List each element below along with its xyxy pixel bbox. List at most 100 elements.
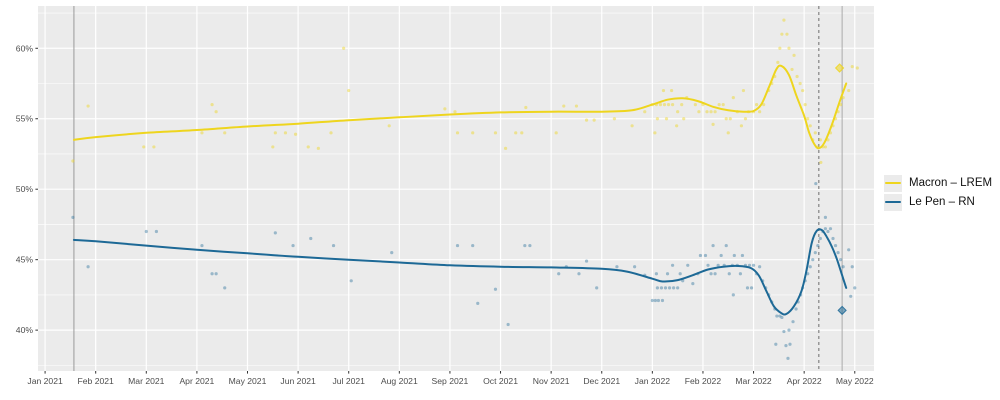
poll-point bbox=[283, 131, 288, 135]
poll-point bbox=[667, 286, 672, 290]
poll-point bbox=[659, 286, 664, 290]
x-tick-label: May 2022 bbox=[836, 376, 874, 386]
macron-trend-line bbox=[72, 64, 848, 150]
macron-scatter-points bbox=[71, 18, 859, 165]
poll-point bbox=[841, 265, 845, 269]
poll-point bbox=[792, 53, 796, 57]
poll-point bbox=[743, 117, 748, 121]
poll-point bbox=[698, 253, 703, 258]
poll-point bbox=[790, 67, 794, 72]
poll-point bbox=[273, 131, 277, 135]
poll-point bbox=[214, 110, 218, 114]
x-tick-label: Feb 2022 bbox=[685, 376, 722, 386]
x-tick-label: Feb 2021 bbox=[78, 376, 115, 386]
poll-point bbox=[675, 124, 679, 128]
poll-point bbox=[754, 103, 759, 107]
teal-line-icon bbox=[885, 200, 901, 204]
poll-point bbox=[349, 279, 353, 283]
poll-point bbox=[658, 103, 663, 107]
poll-point bbox=[655, 117, 660, 121]
poll-point bbox=[387, 124, 391, 128]
poll-point bbox=[592, 118, 596, 122]
poll-point bbox=[721, 103, 725, 107]
y-tick-label: 60% bbox=[16, 43, 34, 53]
poll-point bbox=[709, 110, 713, 114]
poll-point bbox=[693, 103, 697, 107]
poll-point bbox=[747, 263, 752, 267]
poll-point bbox=[751, 263, 756, 267]
y-tick-label: 40% bbox=[16, 325, 34, 335]
poll-point bbox=[306, 145, 310, 149]
legend-label-lepen: Le Pen – RN bbox=[909, 196, 975, 208]
legend-label-macron: Macron – LREM bbox=[909, 177, 993, 189]
poll-point bbox=[670, 263, 675, 267]
poll-point bbox=[670, 103, 675, 107]
poll-point bbox=[142, 145, 146, 149]
poll-point bbox=[562, 104, 566, 108]
poll-point bbox=[758, 110, 762, 114]
poll-point bbox=[741, 88, 746, 93]
poll-point bbox=[831, 236, 835, 241]
poll-point bbox=[780, 32, 784, 36]
poll-point bbox=[719, 253, 723, 258]
poll-point bbox=[791, 320, 795, 324]
poll-point bbox=[785, 32, 789, 36]
poll-point bbox=[210, 272, 214, 276]
poll-point bbox=[803, 103, 807, 107]
poll-point bbox=[818, 138, 822, 142]
poll-point bbox=[672, 286, 676, 290]
poll-point bbox=[682, 117, 686, 121]
poll-point bbox=[669, 88, 674, 93]
poll-point bbox=[493, 131, 498, 135]
poll-point bbox=[727, 272, 731, 276]
poll-point bbox=[331, 243, 336, 248]
poll-point bbox=[826, 229, 830, 234]
poll-point bbox=[780, 315, 784, 320]
poll-point bbox=[390, 251, 394, 255]
poll-point bbox=[774, 342, 778, 346]
poll-point bbox=[676, 110, 680, 114]
poll-point bbox=[455, 131, 460, 135]
poll-point bbox=[443, 107, 447, 111]
poll-point bbox=[514, 131, 518, 135]
poll-point bbox=[681, 279, 685, 283]
poll-point bbox=[200, 131, 204, 135]
poll-point bbox=[814, 181, 818, 186]
poll-point bbox=[152, 145, 156, 149]
poll-point bbox=[849, 294, 853, 298]
poll-point bbox=[643, 110, 647, 114]
poll-point bbox=[806, 117, 810, 121]
poll-point bbox=[782, 18, 786, 22]
poll-point bbox=[291, 243, 295, 248]
poll-point bbox=[214, 272, 218, 276]
poll-point bbox=[523, 243, 527, 248]
poll-point bbox=[786, 356, 790, 360]
poll-point bbox=[717, 103, 721, 107]
poll-point bbox=[808, 124, 812, 128]
poll-point bbox=[813, 251, 817, 255]
poll-point bbox=[855, 66, 859, 70]
poll-point bbox=[506, 322, 510, 327]
lepen-line-swatch bbox=[884, 193, 902, 211]
poll-point bbox=[808, 265, 812, 269]
poll-point bbox=[740, 253, 745, 258]
poll-point bbox=[666, 103, 671, 107]
poll-point bbox=[836, 251, 840, 255]
poll-point bbox=[271, 145, 275, 149]
poll-point bbox=[839, 258, 843, 262]
poll-point bbox=[524, 105, 528, 110]
poll-point bbox=[471, 131, 475, 135]
poll-point bbox=[653, 298, 657, 303]
poll-point bbox=[709, 272, 713, 276]
y-tick-label: 50% bbox=[16, 184, 34, 194]
poll-point bbox=[329, 131, 333, 135]
poll-point bbox=[828, 227, 833, 231]
poll-point bbox=[493, 287, 498, 291]
poll-point bbox=[661, 88, 666, 93]
poll-point bbox=[850, 64, 854, 69]
poll-point bbox=[316, 146, 320, 150]
poll-point bbox=[584, 118, 589, 122]
poll-point bbox=[612, 117, 616, 121]
poll-point bbox=[347, 88, 351, 93]
